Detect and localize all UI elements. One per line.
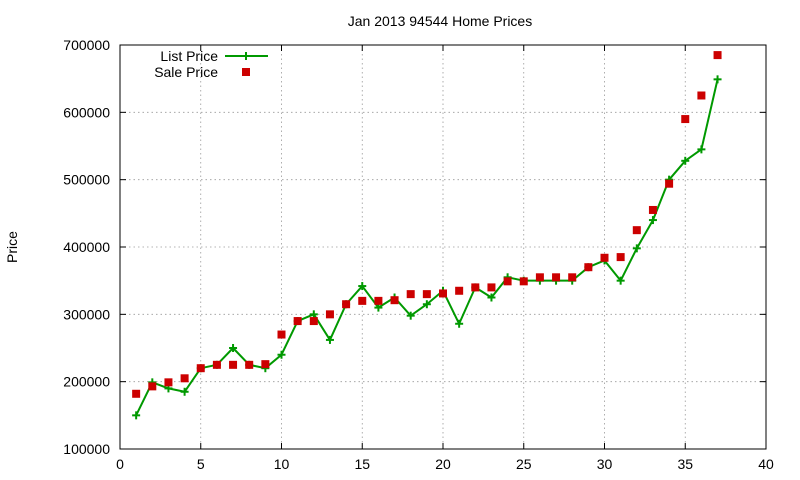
sale-price-point [212,360,221,369]
sale-price-point [148,382,157,391]
sale-price-point [455,286,464,295]
y-axis: 100000 200000 300000 400000 500000 600000 7000… [63,37,766,457]
legend-label: Sale Price [154,64,218,80]
sale-price-point [616,253,625,262]
sale-price-point [519,277,528,286]
list-price-point [487,293,496,302]
y-axis-label: Price [4,231,20,263]
x-tick-label: 15 [354,456,370,472]
sale-price-point [164,378,173,387]
sale-price-point [552,273,561,282]
list-price-point [648,216,657,225]
series-sale-price [132,51,722,398]
sale-price-point [648,205,657,214]
sale-price-point [681,115,690,124]
sale-price-point [390,296,399,305]
legend-plus-marker [242,52,250,60]
sale-price-point [180,374,189,383]
list-price-point [374,303,383,312]
y-tick-label: 400000 [63,239,110,255]
sale-price-point [584,263,593,272]
list-price-point [406,311,415,320]
y-tick-label: 100000 [63,441,110,457]
legend-square-marker [242,68,250,76]
sale-price-point [600,253,609,262]
sale-price-point [325,310,334,319]
sale-price-point [245,360,254,369]
list-price-point [713,75,722,84]
y-tick-label: 500000 [63,172,110,188]
sale-price-point [229,360,238,369]
sale-price-point [487,283,496,292]
sale-price-point [568,273,577,282]
list-price-point [697,145,706,154]
x-axis: 0 5 10 15 20 25 30 35 40 [116,45,774,472]
list-price-point [325,335,334,344]
sale-price-point [277,330,286,339]
list-price-point [229,344,238,352]
sale-price-point [632,226,641,235]
list-price-point [616,276,625,285]
list-price-point [358,282,367,291]
list-price-point [681,156,690,165]
plot-series [132,51,722,420]
sale-price-point [697,91,706,100]
x-tick-label: 5 [197,456,205,472]
y-tick-label: 200000 [63,374,110,390]
list-price-point [309,310,318,319]
sale-price-point [503,277,512,286]
x-tick-label: 35 [677,456,693,472]
x-tick-label: 20 [435,456,451,472]
x-tick-label: 10 [274,456,290,472]
sale-price-point [535,273,544,282]
sale-price-point [309,317,318,326]
sale-price-point [374,296,383,305]
list-price-point [277,350,286,359]
sale-price-point [293,317,302,326]
plot-frame [119,44,767,450]
sale-price-point [196,364,205,373]
sale-price-point [261,360,270,369]
sale-price-point [342,300,351,309]
list-price-point [180,387,189,396]
y-tick-label: 700000 [63,37,110,53]
legend-label: List Price [160,48,218,64]
x-tick-label: 40 [758,456,774,472]
sale-price-point [665,179,674,188]
list-price-point [132,411,141,420]
sale-price-point [471,283,480,292]
y-tick-label: 300000 [63,306,110,322]
sale-price-point [132,389,141,398]
chart-title: Jan 2013 94544 Home Prices [348,13,532,29]
y-tick-label: 600000 [63,104,110,120]
sale-price-point [406,290,415,299]
x-tick-label: 25 [516,456,532,472]
sale-price-point [713,51,722,60]
list-price-point [422,300,431,309]
sale-price-point [439,289,447,298]
sale-price-point [358,296,367,305]
list-price-point [455,319,464,328]
list-price-point [632,244,641,253]
sale-price-point [422,290,431,299]
x-tick-label: 30 [597,456,613,472]
x-tick-label: 0 [116,456,124,472]
